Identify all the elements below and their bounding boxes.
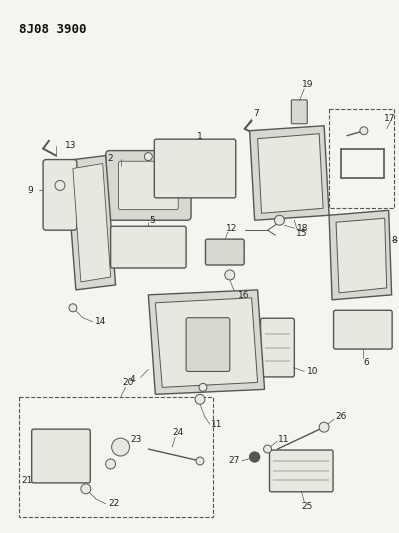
Text: 23: 23 [131,434,142,443]
Circle shape [69,304,77,312]
Text: 24: 24 [172,427,184,437]
Text: 19: 19 [302,80,313,90]
FancyBboxPatch shape [334,310,392,349]
Text: 17: 17 [384,114,396,123]
Text: 27: 27 [228,456,239,465]
Text: 5: 5 [150,216,155,225]
FancyBboxPatch shape [269,450,333,492]
Polygon shape [250,126,329,220]
Polygon shape [73,164,111,282]
Text: 12: 12 [226,224,237,233]
Circle shape [106,459,116,469]
Text: 16: 16 [238,292,249,301]
Text: 4: 4 [130,375,135,384]
Circle shape [55,181,65,190]
Text: 20: 20 [123,378,134,387]
Text: 15: 15 [296,229,307,238]
Circle shape [225,270,235,280]
Text: 1: 1 [197,132,203,141]
FancyBboxPatch shape [154,139,236,198]
Text: 18: 18 [296,224,308,233]
Circle shape [195,394,205,404]
FancyBboxPatch shape [186,318,230,372]
FancyBboxPatch shape [43,159,77,230]
FancyBboxPatch shape [111,226,186,268]
Polygon shape [336,218,387,293]
FancyBboxPatch shape [205,239,244,265]
Text: 2: 2 [108,154,113,163]
Circle shape [275,215,284,225]
FancyBboxPatch shape [261,318,294,377]
Circle shape [264,445,271,453]
Polygon shape [66,156,116,290]
Polygon shape [329,211,392,300]
FancyBboxPatch shape [106,151,191,220]
Circle shape [144,152,152,160]
FancyBboxPatch shape [32,429,90,483]
Text: 7: 7 [253,109,259,118]
Text: 11: 11 [278,434,289,443]
Text: 22: 22 [108,499,119,508]
Text: 10: 10 [308,367,319,376]
Circle shape [250,452,260,462]
Polygon shape [155,298,258,387]
FancyBboxPatch shape [119,161,178,209]
Text: 26: 26 [335,411,347,421]
Circle shape [112,438,130,456]
Circle shape [196,457,204,465]
Text: 6: 6 [363,358,369,367]
Circle shape [81,484,91,494]
Circle shape [360,127,368,135]
Text: 9: 9 [28,186,33,195]
Text: 13: 13 [65,141,77,150]
Circle shape [319,422,329,432]
Text: 8: 8 [392,236,398,245]
Text: 11: 11 [211,419,223,429]
Text: 8J08 3900: 8J08 3900 [19,23,87,36]
Polygon shape [258,134,323,213]
Text: 14: 14 [95,317,107,326]
FancyBboxPatch shape [291,100,307,124]
Bar [19,397,213,516]
Text: 3: 3 [136,244,141,253]
Polygon shape [148,290,265,394]
Circle shape [199,383,207,391]
Text: 25: 25 [302,502,313,511]
Bar [329,109,394,208]
Text: 21: 21 [22,477,33,486]
